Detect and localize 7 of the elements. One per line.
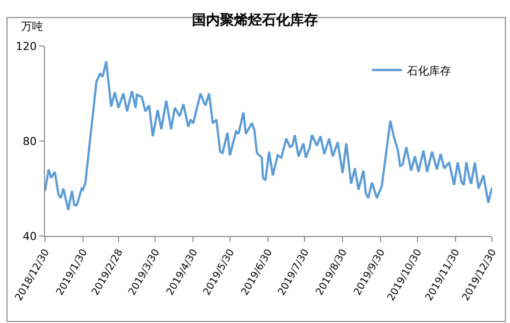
legend-label: 石化库存 [406,64,451,78]
y-tick-label: 40 [22,230,37,243]
chart-title: 国内聚烯烃石化库存 [192,11,318,28]
y-tick-label: 80 [22,134,37,148]
y-axis-title: 万吨 [21,20,43,33]
line-series [45,60,492,211]
y-tick-label: 120 [16,40,37,53]
